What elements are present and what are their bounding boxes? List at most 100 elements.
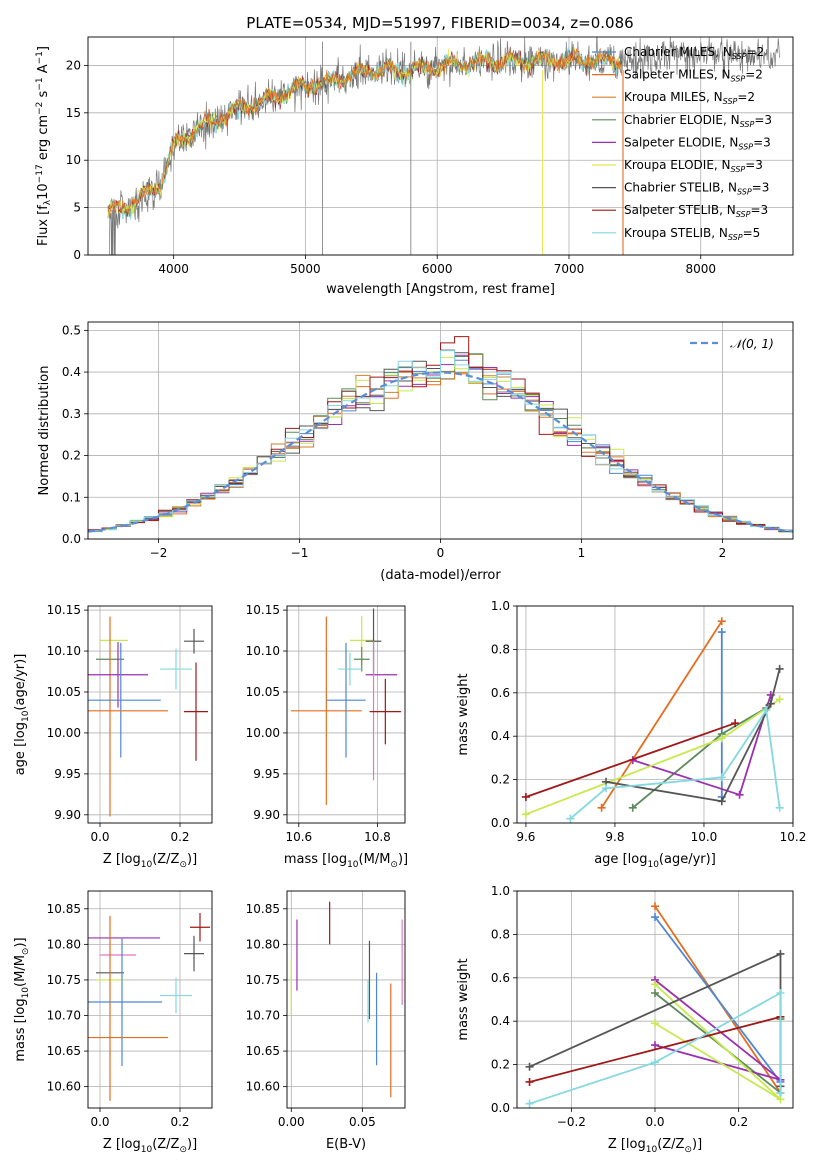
mass-vs-Z-plot: [88, 913, 210, 1101]
weight-marker: [717, 773, 726, 782]
weight-marker: [775, 803, 784, 812]
legend-entry: 𝒩(0, 1): [730, 337, 774, 351]
weight-marker: [717, 628, 726, 637]
mass-vs-Z-frame: [87, 890, 213, 1109]
weight-vs-Z-ytick-label: 0.6: [491, 971, 510, 985]
weight-marker: [735, 790, 744, 799]
mass-vs-ebv-plot: [290, 901, 403, 1098]
weight-marker: [521, 810, 530, 819]
weight-vs-age-xlabel: age [log10(age/yr)]: [594, 852, 716, 870]
legend-entry: Salpeter STELIB, NSSP=3: [624, 203, 768, 219]
residuals-ytick-label: 0.4: [62, 365, 81, 379]
residuals-xtick-label: −2: [150, 546, 168, 560]
mass-vs-Z-ytick-label: 10.65: [47, 1044, 81, 1058]
weight-marker: [766, 699, 775, 708]
mass-vs-Z-xtick-label: 0.2: [170, 1115, 189, 1129]
mass-vs-ebv-grid: [287, 891, 405, 1108]
residuals-frame: [87, 321, 794, 540]
spectrum-ytick-label: 15: [66, 106, 81, 120]
weight-marker: [602, 784, 611, 793]
weight-vs-Z-ytick-label: 0.0: [491, 1101, 510, 1115]
weight-series: [529, 991, 782, 1105]
weight-marker: [717, 797, 726, 806]
mass-vs-Z: 0.0 0.2 10.60 10.65 10.70 10.75 10.80 10.85 Z [l…: [13, 890, 213, 1155]
residuals-plot: [88, 336, 793, 533]
spectrum-plot: [107, 37, 781, 255]
mass-vs-ebv-frame: [286, 890, 406, 1109]
age-vs-Z-plot: [88, 616, 208, 817]
age-vs-Z: 0.0 0.2 9.90 9.95 10.00 10.05 10.10 10.15 Z [log…: [13, 603, 213, 870]
weight-marker: [776, 949, 785, 958]
chart-title: PLATE=0534, MJD=51997, FIBERID=0034, z=0…: [246, 14, 633, 32]
weight-series: [654, 916, 782, 1083]
weight-vs-age-plot: [521, 617, 784, 823]
mass-vs-Z-xlabel: Z [log10(Z/Z⊙)]: [103, 1137, 197, 1155]
spectrum-ytick-label: 20: [66, 58, 81, 72]
age-vs-Z-xtick-label: 0.0: [90, 830, 109, 844]
age-vs-mass-ytick-label: 10.10: [246, 644, 280, 658]
legend-entry: Salpeter MILES, NSSP=2: [624, 68, 763, 84]
weight-vs-age-ytick-label: 0.0: [491, 816, 510, 830]
residuals-ytick-label: 0.1: [62, 490, 81, 504]
spectrum-xtick-label: 4000: [158, 262, 189, 276]
spectrum-ylabel: Flux [fλ10−17 erg cm−2 s−1 A−1]: [35, 46, 53, 246]
weight-vs-age-frame: [516, 605, 794, 824]
residuals-ylabel: Normed distribution: [37, 366, 52, 496]
weight-vs-Z-frame: [516, 890, 794, 1109]
age-vs-Z-frame: [87, 605, 213, 824]
spectrum-xtick-label: 5000: [290, 262, 321, 276]
residuals-xtick-label: 1: [578, 546, 586, 560]
weight-marker: [651, 902, 659, 911]
weight-series: [632, 707, 767, 809]
residuals-xtick-label: −1: [291, 546, 309, 560]
residuals-xtick-label: 2: [719, 546, 727, 560]
spectrum-xtick-label: 6000: [422, 262, 453, 276]
weight-vs-age-ytick-label: 0.6: [491, 686, 510, 700]
weight-marker: [762, 706, 771, 715]
spectrum-ytick-label: 0: [73, 248, 81, 262]
spectrum-ytick-label: 5: [73, 201, 81, 215]
weight-vs-Z-grid: [517, 890, 793, 1109]
age-vs-mass-ytick-label: 10.15: [246, 603, 280, 617]
age-vs-mass-ytick-label: 9.95: [253, 767, 280, 781]
weight-vs-Z-ytick-label: 0.4: [491, 1014, 510, 1028]
legend-entry: Kroupa MILES, NSSP=2: [624, 90, 755, 106]
age-vs-Z-grid: [88, 606, 212, 823]
weight-vs-Z-plot: [525, 902, 785, 1108]
mass-vs-Z-ylabel: mass [log10(M/M⊙)]: [13, 937, 31, 1061]
spectrum-ytick-label: 10: [66, 153, 81, 167]
model-spectrum: [107, 45, 623, 218]
mass-vs-Z-ytick-label: 10.60: [47, 1080, 81, 1094]
mass-vs-Z-ytick-label: 10.70: [47, 1009, 81, 1023]
age-vs-Z-ytick-label: 10.05: [47, 685, 81, 699]
age-vs-Z-ylabel: age [log10(age/yr)]: [13, 654, 31, 776]
weight-marker: [731, 719, 740, 728]
histogram-series: [88, 372, 793, 532]
residuals-ytick-label: 0.0: [62, 532, 81, 546]
legend-entry: Kroupa STELIB, NSSP=5: [624, 226, 760, 242]
mass-vs-ebv-ytick-label: 10.80: [246, 937, 280, 951]
weight-marker: [651, 1019, 659, 1028]
weight-marker: [525, 1077, 534, 1086]
spectrum-frame: [87, 36, 794, 256]
weight-marker: [776, 1088, 785, 1097]
weight-marker: [717, 734, 726, 743]
age-vs-mass-xlabel: mass [log10(M/M⊙)]: [284, 852, 408, 870]
weight-marker: [651, 980, 659, 989]
weight-marker: [651, 988, 659, 997]
age-vs-Z-ytick-label: 10.15: [47, 603, 81, 617]
legend-entry: Chabrier STELIB, NSSP=3: [624, 181, 769, 197]
weight-marker: [525, 1062, 534, 1071]
weight-marker: [521, 792, 530, 801]
mass-vs-Z-ytick-label: 10.80: [47, 937, 81, 951]
age-vs-mass-xtick-label: 10.6: [285, 830, 312, 844]
age-vs-mass-frame: [286, 605, 406, 824]
residuals-xtick-label: 0: [437, 546, 445, 560]
mass-vs-Z-ytick-label: 10.85: [47, 902, 81, 916]
mass-vs-ebv-xtick-label: 0.05: [349, 1115, 376, 1129]
weight-vs-Z-xtick-label: −0.2: [557, 1115, 586, 1129]
age-vs-mass-plot: [290, 608, 402, 805]
weight-vs-Z-xtick-label: 0.0: [645, 1115, 664, 1129]
weight-vs-age: 9.6 9.8 10.0 10.2 0.0 0.2 0.4 0.6 0.8 1.0 age [log…: [456, 599, 806, 870]
weight-marker: [717, 617, 726, 626]
